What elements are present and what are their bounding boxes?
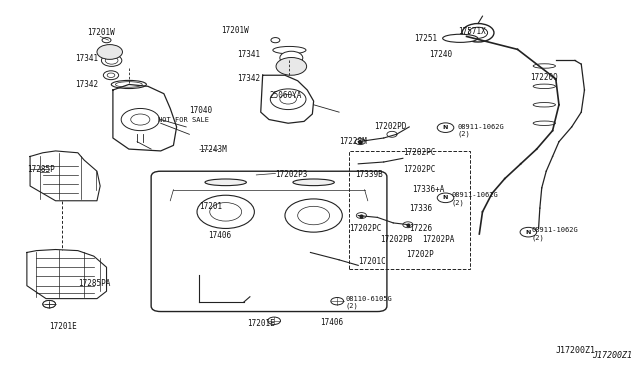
Circle shape [462, 23, 494, 42]
Text: 17201E: 17201E [246, 319, 275, 328]
Ellipse shape [533, 64, 556, 68]
Circle shape [103, 71, 118, 80]
Text: 17202PC: 17202PC [403, 148, 435, 157]
Text: 17342: 17342 [237, 74, 260, 83]
Text: J17200Z1: J17200Z1 [556, 346, 596, 355]
Circle shape [437, 193, 454, 203]
Circle shape [197, 195, 254, 228]
Text: 17202PC: 17202PC [349, 224, 381, 233]
Circle shape [280, 94, 296, 104]
Circle shape [298, 206, 330, 225]
Text: 17240: 17240 [429, 51, 452, 60]
Bar [349, 151, 470, 269]
Text: 17202PA: 17202PA [422, 235, 454, 244]
Ellipse shape [273, 46, 306, 54]
Text: 17202PC: 17202PC [403, 165, 435, 174]
Text: 17341: 17341 [75, 54, 98, 63]
Ellipse shape [205, 179, 246, 186]
Text: 08110-6105G
(2): 08110-6105G (2) [346, 296, 392, 309]
Text: 17201C: 17201C [358, 257, 386, 266]
Circle shape [468, 27, 488, 38]
Circle shape [43, 301, 56, 308]
Text: J17200Z1: J17200Z1 [592, 350, 632, 359]
Circle shape [280, 51, 303, 64]
Circle shape [105, 57, 118, 64]
Text: 17243M: 17243M [199, 145, 227, 154]
Circle shape [270, 89, 306, 110]
Circle shape [97, 45, 122, 60]
Text: 17406: 17406 [209, 231, 232, 240]
Text: 17341: 17341 [237, 51, 260, 60]
Circle shape [437, 123, 454, 132]
Ellipse shape [293, 179, 334, 186]
Text: 17201E: 17201E [49, 322, 77, 331]
FancyBboxPatch shape [151, 171, 387, 311]
Text: 17251: 17251 [414, 34, 437, 43]
Text: 17201: 17201 [199, 202, 222, 211]
Text: 17285P: 17285P [27, 165, 54, 174]
Circle shape [210, 203, 242, 221]
Circle shape [43, 301, 56, 308]
Text: 17220Q: 17220Q [531, 73, 558, 81]
Text: 08911-1062G
(2): 08911-1062G (2) [532, 227, 579, 241]
Text: 17571X: 17571X [458, 27, 486, 36]
Circle shape [356, 212, 367, 218]
Text: 17202P: 17202P [406, 250, 434, 259]
Ellipse shape [533, 121, 556, 125]
Text: 25060YA: 25060YA [269, 91, 301, 100]
Text: NOT FOR SALE: NOT FOR SALE [157, 116, 209, 122]
Text: 17201W: 17201W [221, 26, 249, 35]
Text: 17202PD: 17202PD [374, 122, 406, 131]
Ellipse shape [115, 82, 142, 87]
Circle shape [387, 131, 397, 137]
Ellipse shape [533, 103, 556, 107]
Circle shape [285, 199, 342, 232]
Text: N: N [443, 195, 448, 200]
Text: N: N [443, 125, 448, 130]
Text: 17336+A: 17336+A [412, 185, 445, 194]
Text: 17339B: 17339B [355, 170, 383, 179]
Text: 17201W: 17201W [88, 28, 115, 37]
Circle shape [331, 298, 344, 305]
Circle shape [355, 139, 365, 145]
Text: 17202PB: 17202PB [381, 235, 413, 244]
Text: 17228M: 17228M [339, 137, 367, 146]
Circle shape [101, 55, 122, 66]
Circle shape [107, 73, 115, 77]
Ellipse shape [443, 34, 477, 42]
Circle shape [268, 317, 280, 324]
Circle shape [520, 227, 537, 237]
Circle shape [271, 38, 280, 43]
Ellipse shape [533, 84, 556, 89]
Text: 17336: 17336 [409, 203, 433, 213]
Text: N: N [525, 230, 531, 235]
Text: 08911-1062G
(2): 08911-1062G (2) [457, 124, 504, 137]
Text: 17342: 17342 [75, 80, 98, 89]
Text: 08911-1062G
(2): 08911-1062G (2) [451, 192, 498, 206]
Ellipse shape [111, 80, 147, 89]
Text: 17226: 17226 [409, 224, 433, 233]
Text: 17285PA: 17285PA [78, 279, 110, 288]
Circle shape [403, 222, 413, 228]
Text: 17406: 17406 [320, 318, 343, 327]
Circle shape [276, 58, 307, 75]
Text: 17040: 17040 [189, 106, 212, 115]
Circle shape [131, 114, 150, 125]
Text: 17202P3: 17202P3 [275, 170, 308, 179]
Circle shape [102, 38, 111, 43]
Circle shape [121, 109, 159, 131]
